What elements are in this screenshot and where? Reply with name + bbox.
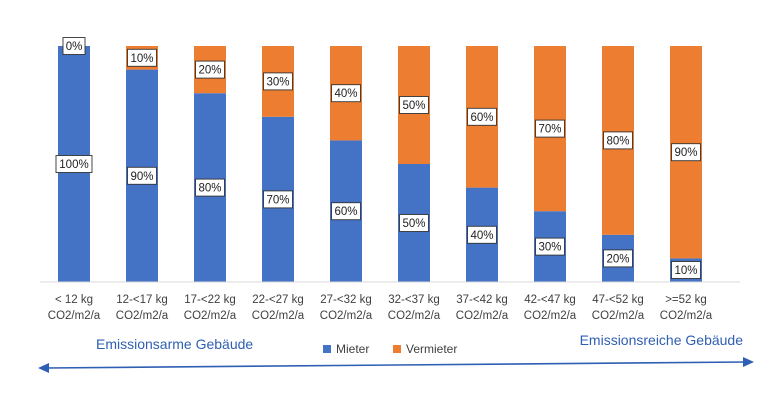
label-vermieter-9-box xyxy=(671,143,701,162)
label-mieter-5-box xyxy=(399,214,429,232)
x-tick-label-3-0: 22-<27 kg xyxy=(252,294,303,306)
label-mieter-3-text: 70% xyxy=(266,194,289,206)
label-vermieter-3: 30% xyxy=(263,72,293,91)
label-mieter-6: 40% xyxy=(467,225,497,244)
label-mieter-0-box xyxy=(55,155,93,173)
label-vermieter-9-text: 90% xyxy=(674,147,697,159)
label-mieter-3: 70% xyxy=(263,190,293,209)
label-mieter-1-box xyxy=(127,166,157,185)
label-mieter-8-box xyxy=(603,249,633,268)
label-mieter-2-box xyxy=(195,178,225,197)
x-tick-label-6-0: 37-<42 kg xyxy=(456,294,507,306)
label-mieter-8-text: 20% xyxy=(606,253,629,265)
label-vermieter-1-box xyxy=(127,48,157,67)
x-tick-label-8-0: 47-<52 kg xyxy=(592,294,643,306)
label-mieter-5-text: 50% xyxy=(402,218,425,230)
annotation-right: Emissionsreiche Gebäude xyxy=(580,332,744,348)
legend-swatch-mieter xyxy=(323,345,331,353)
x-tick-label-8-1: CO2/m2/a xyxy=(592,310,645,322)
arrow-head-left xyxy=(38,363,49,373)
label-vermieter-6-text: 60% xyxy=(470,112,493,124)
label-vermieter-5: 50% xyxy=(399,96,429,114)
label-mieter-4-text: 60% xyxy=(334,206,357,218)
x-axis-ticks: < 12 kg CO2/m2/a 12-<17 kg CO2/m2/a 17-<22 k… xyxy=(48,294,713,322)
annotation-left: Emissionsarme Gebäude xyxy=(96,336,253,352)
label-mieter-6-text: 40% xyxy=(470,230,493,242)
x-tick-label-7-0: 42-<47 kg xyxy=(524,294,575,306)
plot-area: 0% 100% 10% 90% 20% 80% 30% 70% 40% 60% 50% 50% 60% 4… xyxy=(55,37,702,282)
label-mieter-8: 20% xyxy=(603,249,633,268)
label-vermieter-3-box xyxy=(263,72,293,91)
x-tick-label-2-1: CO2/m2/a xyxy=(184,310,237,322)
label-vermieter-8-box xyxy=(603,131,633,150)
label-vermieter-5-text: 50% xyxy=(402,100,425,112)
label-mieter-5: 50% xyxy=(399,214,429,232)
label-vermieter-0-box xyxy=(62,37,86,55)
label-mieter-1-text: 90% xyxy=(130,171,153,183)
x-tick-label-5-1: CO2/m2/a xyxy=(388,310,441,322)
label-vermieter-4-box xyxy=(331,84,361,103)
label-vermieter-2: 20% xyxy=(195,60,225,79)
x-tick-label-0-1: CO2/m2/a xyxy=(48,310,101,322)
label-vermieter-1-text: 10% xyxy=(130,53,153,65)
label-mieter-9: 10% xyxy=(671,261,701,279)
legend-label-mieter: Mieter xyxy=(336,342,369,356)
label-vermieter-7: 70% xyxy=(535,119,565,138)
x-tick-label-6-1: CO2/m2/a xyxy=(456,310,509,322)
x-tick-label-5-0: 32-<37 kg xyxy=(388,294,439,306)
arrow-line xyxy=(45,361,747,369)
label-vermieter-7-box xyxy=(535,119,565,138)
x-tick-label-2-0: 17-<22 kg xyxy=(184,294,235,306)
label-vermieter-2-text: 20% xyxy=(198,65,221,77)
x-tick-label-4-0: 27-<32 kg xyxy=(320,294,371,306)
label-vermieter-4-text: 40% xyxy=(334,88,357,100)
label-mieter-4-box xyxy=(331,202,361,221)
x-tick-label-9-0: >=52 kg xyxy=(665,294,707,306)
label-mieter-9-box xyxy=(671,261,701,279)
label-mieter-4: 60% xyxy=(331,202,361,221)
double-arrow xyxy=(38,357,754,373)
label-mieter-2: 80% xyxy=(195,178,225,197)
x-tick-label-1-1: CO2/m2/a xyxy=(116,310,169,322)
label-vermieter-6-box xyxy=(467,107,497,126)
label-vermieter-8: 80% xyxy=(603,131,633,150)
label-vermieter-8-text: 80% xyxy=(606,135,629,147)
arrow-head-right xyxy=(743,357,754,367)
label-mieter-6-box xyxy=(467,225,497,244)
x-tick-label-7-1: CO2/m2/a xyxy=(524,310,577,322)
label-vermieter-3-text: 30% xyxy=(266,76,289,88)
x-tick-label-9-1: CO2/m2/a xyxy=(660,310,713,322)
x-tick-label-1-0: 12-<17 kg xyxy=(116,294,167,306)
label-vermieter-1: 10% xyxy=(127,48,157,67)
label-vermieter-2-box xyxy=(195,60,225,79)
label-mieter-1: 90% xyxy=(127,166,157,185)
label-vermieter-5-box xyxy=(399,96,429,114)
x-tick-label-3-1: CO2/m2/a xyxy=(252,310,305,322)
label-mieter-0: 100% xyxy=(55,155,93,173)
label-vermieter-0: 0% xyxy=(62,37,86,55)
label-vermieter-4: 40% xyxy=(331,84,361,103)
label-vermieter-9: 90% xyxy=(671,143,701,162)
label-mieter-0-text: 100% xyxy=(59,159,88,171)
label-vermieter-0-text: 0% xyxy=(66,41,83,53)
label-vermieter-7-text: 70% xyxy=(538,124,561,136)
label-mieter-7-box xyxy=(535,237,565,256)
legend-label-vermieter: Vermieter xyxy=(406,342,457,356)
label-mieter-2-text: 80% xyxy=(198,183,221,195)
label-mieter-7-text: 30% xyxy=(538,242,561,254)
x-tick-label-4-1: CO2/m2/a xyxy=(320,310,373,322)
x-tick-label-0-0: < 12 kg xyxy=(55,294,93,306)
label-mieter-7: 30% xyxy=(535,237,565,256)
label-mieter-3-box xyxy=(263,190,293,209)
legend-swatch-vermieter xyxy=(393,345,401,353)
legend: Mieter Vermieter xyxy=(323,342,457,356)
label-vermieter-6: 60% xyxy=(467,107,497,126)
label-mieter-9-text: 10% xyxy=(674,265,697,277)
